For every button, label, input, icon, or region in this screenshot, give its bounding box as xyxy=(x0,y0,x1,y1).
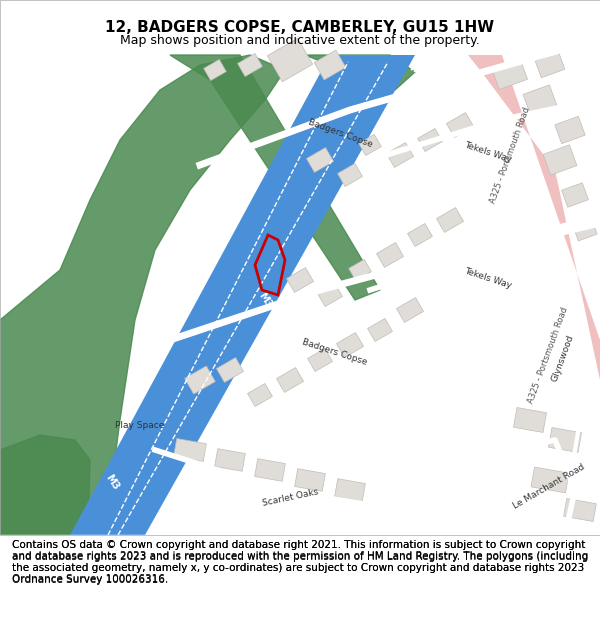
Text: Le Marchant Road: Le Marchant Road xyxy=(512,462,586,511)
Bar xyxy=(314,50,346,80)
Bar xyxy=(359,134,381,156)
Polygon shape xyxy=(70,55,415,535)
Bar xyxy=(308,349,332,371)
Bar xyxy=(173,439,206,461)
Bar xyxy=(543,145,577,175)
Bar xyxy=(307,148,334,173)
Polygon shape xyxy=(468,55,600,380)
Bar xyxy=(349,259,371,281)
Bar xyxy=(436,208,464,232)
Bar xyxy=(397,298,424,322)
Text: Tekels Way: Tekels Way xyxy=(463,266,513,290)
Bar xyxy=(185,366,215,394)
Text: Contains OS data © Crown copyright and database right 2021. This information is : Contains OS data © Crown copyright and d… xyxy=(12,539,588,584)
Bar xyxy=(286,268,314,292)
Bar xyxy=(531,467,569,493)
Polygon shape xyxy=(88,60,400,535)
Text: Play Space: Play Space xyxy=(115,421,164,429)
Bar xyxy=(215,449,245,471)
Bar xyxy=(254,459,286,481)
Bar xyxy=(295,469,325,491)
Bar xyxy=(268,38,313,82)
Bar xyxy=(548,428,581,452)
Bar xyxy=(317,284,343,306)
Bar xyxy=(563,499,596,521)
Polygon shape xyxy=(170,55,380,300)
Bar xyxy=(555,116,585,144)
Text: 12, BADGERS COPSE, CAMBERLEY, GU15 1HW: 12, BADGERS COPSE, CAMBERLEY, GU15 1HW xyxy=(106,20,494,35)
Bar xyxy=(418,129,442,151)
Text: A325 - Portsmouth Road: A325 - Portsmouth Road xyxy=(526,306,569,404)
Bar xyxy=(277,368,304,392)
Text: Scarlet Oaks: Scarlet Oaks xyxy=(261,488,319,508)
Bar xyxy=(217,357,244,382)
Bar xyxy=(335,479,365,501)
Bar xyxy=(248,384,272,406)
Text: M3: M3 xyxy=(103,472,121,492)
Text: M3: M3 xyxy=(406,63,424,82)
Text: Badgers Copse: Badgers Copse xyxy=(301,338,368,367)
Bar xyxy=(386,142,413,168)
Text: Contains OS data © Crown copyright and database right 2021. This information is : Contains OS data © Crown copyright and d… xyxy=(12,540,588,585)
Polygon shape xyxy=(0,435,90,535)
Bar xyxy=(368,319,392,341)
Bar xyxy=(573,219,597,241)
Bar xyxy=(535,52,565,78)
Text: Tekels Way: Tekels Way xyxy=(463,140,513,164)
Bar xyxy=(238,54,262,76)
Bar xyxy=(523,85,557,115)
Bar xyxy=(562,182,589,208)
Bar xyxy=(376,242,404,268)
Text: A325 - Portsmouth Road: A325 - Portsmouth Road xyxy=(488,106,532,204)
Polygon shape xyxy=(305,55,415,90)
Bar xyxy=(337,332,364,357)
Bar xyxy=(204,59,226,81)
Text: Glynswood: Glynswood xyxy=(550,333,575,382)
Bar xyxy=(407,224,433,246)
Bar xyxy=(446,112,473,138)
Bar xyxy=(493,61,527,89)
Polygon shape xyxy=(0,55,285,535)
Text: M3: M3 xyxy=(256,291,274,309)
Bar xyxy=(338,164,362,186)
Bar xyxy=(514,408,547,432)
Text: Map shows position and indicative extent of the property.: Map shows position and indicative extent… xyxy=(120,34,480,47)
Text: Badgers Copse: Badgers Copse xyxy=(307,117,373,149)
